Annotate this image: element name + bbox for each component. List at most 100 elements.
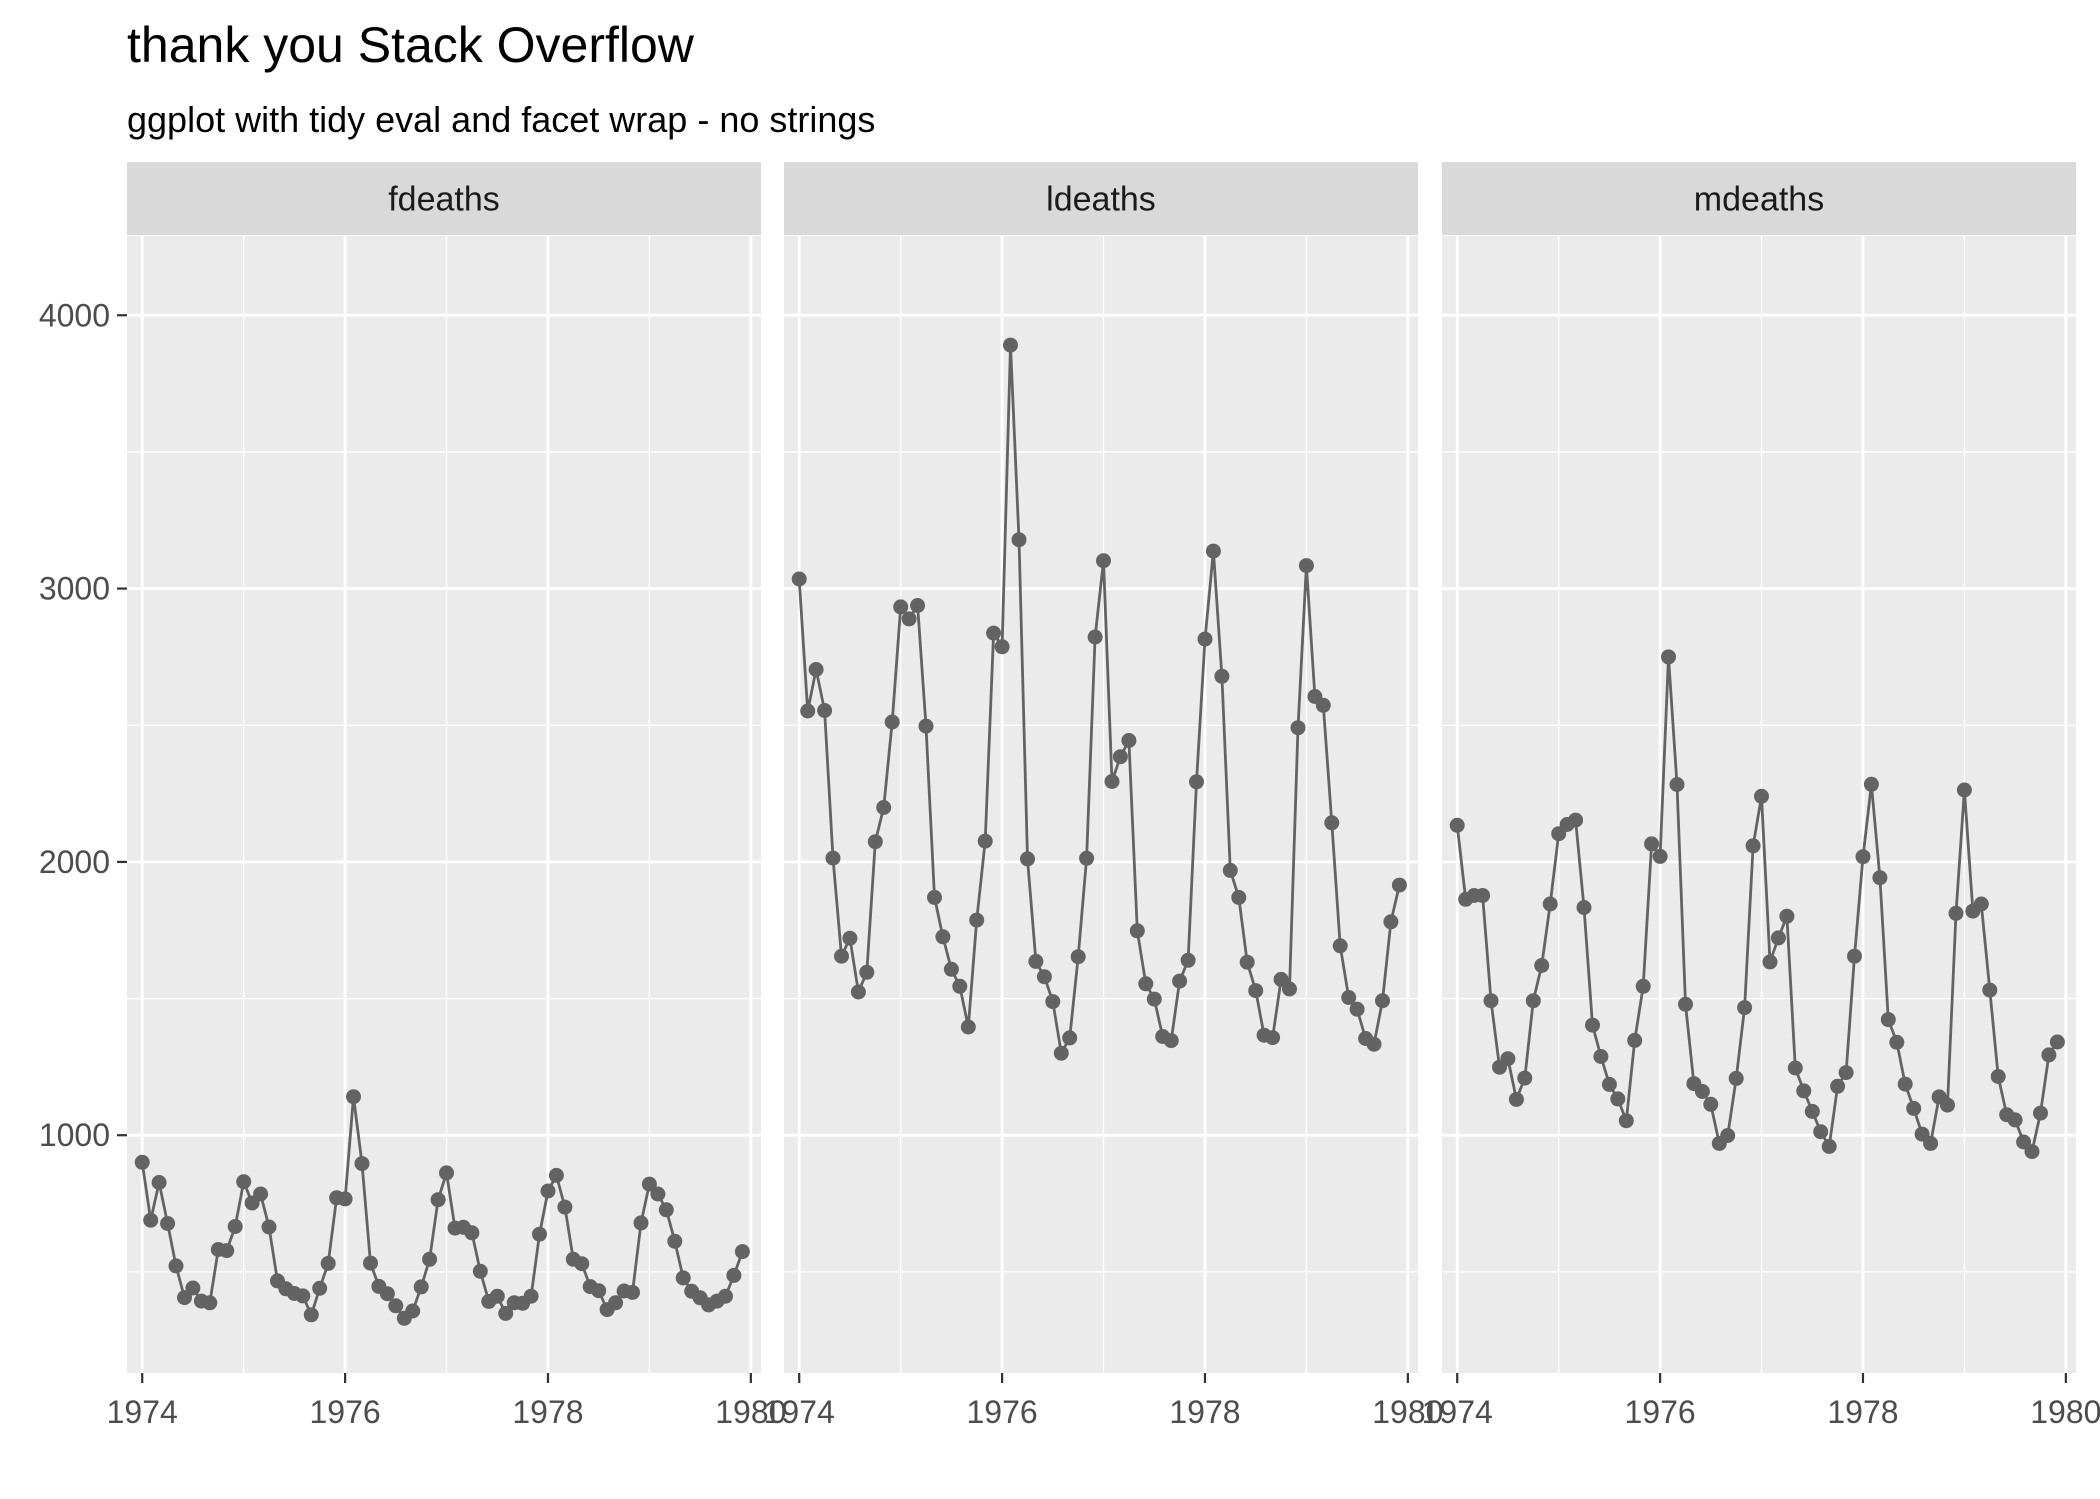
data-point (2041, 1047, 2057, 1063)
x-tick-label: 1976 (967, 1394, 1038, 1430)
data-point (1062, 1030, 1078, 1046)
facet-fdeaths: fdeaths 1974 1976 1978 1980 (107, 162, 786, 1430)
data-point (1525, 993, 1541, 1009)
data-point (927, 889, 942, 905)
data-point (1644, 836, 1660, 852)
data-point (439, 1165, 454, 1181)
data-point (548, 1167, 564, 1183)
data-point (850, 984, 866, 1000)
data-point (1787, 1060, 1803, 1076)
data-point (1923, 1135, 1939, 1151)
x-tick-label: 1974 (764, 1394, 835, 1430)
data-point (834, 948, 849, 964)
data-point (1830, 1078, 1846, 1094)
data-point (591, 1283, 607, 1299)
data-point (808, 662, 824, 677)
data-point (1189, 774, 1204, 790)
data-point (1036, 969, 1052, 985)
data-point (859, 964, 875, 980)
data-point (1214, 668, 1230, 684)
data-point (1248, 983, 1264, 999)
data-point (726, 1267, 742, 1283)
data-point (227, 1219, 243, 1234)
data-point (633, 1215, 649, 1231)
data-point (1855, 849, 1871, 865)
data-point (910, 598, 926, 613)
y-tick-label: 1000 (39, 1117, 110, 1153)
data-point (1146, 991, 1162, 1007)
data-point (901, 611, 917, 627)
data-point (1138, 976, 1154, 992)
data-point (1906, 1100, 1922, 1116)
facet-strip-label: mdeaths (1694, 181, 1824, 219)
data-point (1265, 1030, 1281, 1046)
data-point (430, 1192, 446, 1208)
data-point (1003, 337, 1018, 353)
facet-strip (127, 162, 761, 235)
data-point (1349, 1001, 1365, 1017)
x-tick-label: 1980 (2030, 1394, 2100, 1430)
data-point (1720, 1128, 1736, 1143)
data-point (1045, 994, 1061, 1010)
data-point (1231, 889, 1247, 905)
x-tick-label: 1976 (310, 1394, 381, 1430)
data-point (1096, 553, 1111, 569)
facet-mdeaths: mdeaths 1974 1976 1978 1980 (1422, 162, 2100, 1430)
data-point (1391, 877, 1407, 893)
data-point (143, 1212, 159, 1228)
data-point (1948, 905, 1964, 921)
data-point (1973, 896, 1989, 912)
data-point (464, 1225, 480, 1241)
data-point (1610, 1091, 1626, 1107)
data-point (1745, 838, 1761, 854)
facet-ldeaths: ldeaths 1974 1976 1978 1980 (764, 162, 1443, 1430)
data-point (337, 1191, 353, 1207)
data-point (1838, 1065, 1854, 1081)
data-point (1053, 1045, 1069, 1061)
data-point (219, 1243, 235, 1259)
data-point (2049, 1034, 2065, 1050)
data-point (1694, 1084, 1710, 1099)
data-point (791, 571, 807, 587)
chart-subtitle: ggplot with tidy eval and facet wrap - n… (127, 99, 875, 140)
data-point (884, 714, 900, 730)
data-point (1290, 720, 1306, 736)
data-point (1315, 697, 1331, 713)
data-point (1661, 649, 1676, 665)
data-point (986, 625, 1002, 641)
data-point (1508, 1091, 1524, 1107)
data-point (718, 1288, 733, 1304)
data-point (842, 930, 858, 946)
data-point (1070, 949, 1086, 965)
data-point (918, 718, 934, 734)
data-point (1804, 1103, 1820, 1119)
data-point (160, 1216, 176, 1231)
data-point (1483, 993, 1499, 1009)
y-tick-label: 2000 (39, 844, 110, 880)
data-point (977, 833, 993, 849)
x-tick-label: 1978 (512, 1394, 583, 1430)
data-point (2024, 1144, 2040, 1160)
data-point (498, 1305, 514, 1321)
data-point (1222, 862, 1238, 878)
data-point (363, 1255, 378, 1271)
data-point (1601, 1076, 1617, 1092)
data-point (960, 1019, 976, 1035)
data-point (1821, 1138, 1837, 1154)
data-point (1770, 930, 1786, 946)
data-point (151, 1175, 167, 1190)
data-point (1678, 996, 1693, 1012)
data-point (489, 1288, 505, 1304)
facet-strip-label: fdeaths (388, 181, 500, 219)
data-point (1011, 532, 1027, 548)
data-point (1475, 888, 1491, 903)
data-point (1517, 1070, 1533, 1086)
data-point (876, 800, 892, 815)
data-point (1449, 817, 1465, 833)
data-point (1197, 631, 1213, 647)
data-point (1779, 908, 1795, 924)
data-point (1585, 1017, 1600, 1033)
data-point (625, 1284, 640, 1300)
data-point (1282, 981, 1297, 997)
